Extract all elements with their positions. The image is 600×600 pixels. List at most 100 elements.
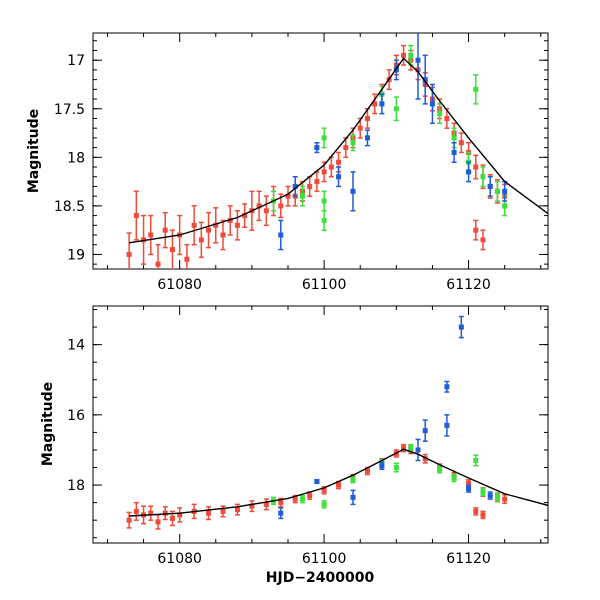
red-data-point [321, 169, 327, 175]
red-data-point [480, 237, 486, 243]
y-tick-label: 19 [67, 247, 85, 263]
green-data-point [437, 111, 443, 117]
plot-frame [92, 305, 549, 544]
red-data-point [328, 164, 334, 170]
blue-data-point [451, 149, 457, 155]
red-data-point [169, 247, 175, 253]
plot-area [126, 315, 548, 530]
red-data-point [184, 256, 190, 262]
green-data-point [451, 135, 457, 141]
x-tick-label: 61100 [302, 277, 347, 293]
red-data-point [480, 512, 486, 518]
axis-ticks [93, 306, 548, 543]
blue-data-point [379, 101, 385, 107]
blue-data-point [350, 188, 356, 194]
blue-data-point [444, 422, 450, 428]
green-data-point [299, 496, 305, 502]
red-data-point [336, 482, 342, 488]
red-data-point [169, 515, 175, 521]
blue-data-point [487, 183, 493, 189]
red-data-point [357, 125, 363, 131]
red-data-point [444, 115, 450, 121]
blue-data-point [429, 101, 435, 107]
red-data-point [466, 480, 472, 486]
red-data-point [242, 213, 248, 219]
green-data-point [480, 174, 486, 180]
red-data-point [285, 193, 291, 199]
green-data-point [408, 52, 414, 58]
blue-data-point [314, 145, 320, 151]
red-data-point [126, 251, 132, 257]
green-data-point [494, 494, 500, 500]
red-data-point [314, 179, 320, 185]
x-tick-label: 61100 [302, 551, 347, 567]
red-data-point [234, 222, 240, 228]
red-data-point [372, 101, 378, 107]
red-data-point [321, 487, 327, 493]
red-data-point [401, 52, 407, 58]
red-data-point [148, 232, 154, 238]
red-data-point [227, 217, 233, 223]
plot-area [126, 33, 548, 269]
green-data-point [350, 140, 356, 146]
x-tick-label: 61120 [446, 551, 491, 567]
blue-data-point [364, 135, 370, 141]
green-data-point [393, 106, 399, 112]
red-data-point [220, 508, 226, 514]
y-tick-label: 14 [67, 338, 85, 354]
blue-data-point [444, 384, 450, 390]
x-tick-label: 61080 [157, 277, 202, 293]
red-data-point [473, 508, 479, 514]
red-data-point [292, 496, 298, 502]
blue-data-point [292, 183, 298, 189]
red-data-point [126, 517, 132, 523]
green-data-point [437, 466, 443, 472]
x-axis-label: HJD−2400000 [266, 570, 375, 586]
red-data-point [177, 512, 183, 518]
blue-data-point [393, 67, 399, 73]
green-data-point [494, 188, 500, 194]
red-data-point [336, 159, 342, 165]
bottom-panel: 61080 61100 61120 14 16 18 Magnitude HJD−2400… [40, 305, 549, 586]
blue-data-point [415, 447, 421, 453]
red-data-point [155, 519, 161, 525]
blue-data-point [502, 188, 508, 194]
model-curve [129, 448, 548, 517]
red-data-point [162, 227, 168, 233]
y-tick-label: 17.5 [54, 102, 85, 118]
green-data-point [299, 193, 305, 199]
red-data-point [198, 237, 204, 243]
red-data-point [263, 501, 269, 507]
tick-labels: 61080 61100 61120 17 17.5 18 18.5 19 [54, 53, 491, 293]
red-data-point [278, 203, 284, 209]
red-data-point [307, 493, 313, 499]
y-axis-label: Magnitude [26, 109, 42, 193]
red-data-point [307, 183, 313, 189]
blue-data-point [487, 493, 493, 499]
green-data-point [480, 489, 486, 495]
y-tick-label: 18.5 [54, 199, 85, 215]
blue-data-point [314, 479, 320, 485]
green-data-point [321, 501, 327, 507]
blue-data-point [466, 486, 472, 492]
x-tick-label: 61120 [446, 277, 491, 293]
blue-data-point [458, 324, 464, 330]
green-data-point [502, 203, 508, 209]
green-data-point [321, 217, 327, 223]
red-data-point [364, 115, 370, 121]
red-data-point [422, 456, 428, 462]
blue-data-point [350, 494, 356, 500]
red-data-point [234, 507, 240, 513]
green-data-point [350, 477, 356, 483]
top-panel: 61080 61100 61120 17 17.5 18 18.5 19 Magnitude [26, 32, 549, 293]
red-data-point [458, 140, 464, 146]
green-data-point [393, 465, 399, 471]
blue-data-point [278, 510, 284, 516]
model-curve [128, 57, 548, 244]
red-data-point [162, 510, 168, 516]
red-data-point [263, 208, 269, 214]
red-data-point [278, 500, 284, 506]
green-data-point [321, 198, 327, 204]
red-data-point [133, 508, 139, 514]
blue-data-point [379, 463, 385, 469]
